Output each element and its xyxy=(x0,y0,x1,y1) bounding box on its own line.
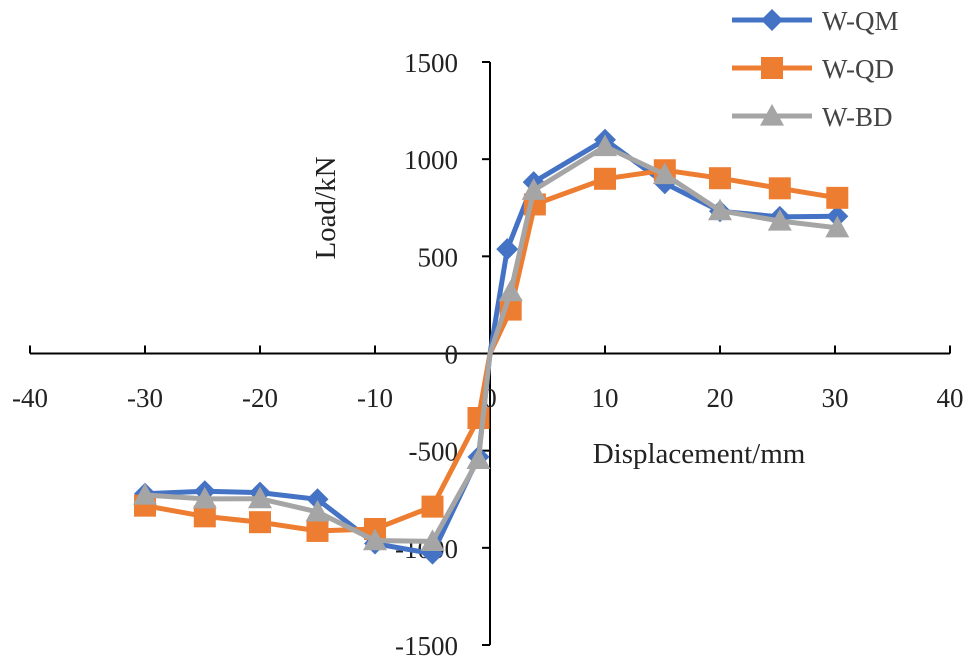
legend-marker xyxy=(761,57,783,79)
x-tick-label: -30 xyxy=(127,383,163,413)
x-axis-title: Displacement/mm xyxy=(593,438,806,470)
data-point xyxy=(466,447,491,470)
data-point xyxy=(248,486,272,509)
data-point xyxy=(826,186,849,209)
data-point xyxy=(594,167,616,190)
x-tick-label: 40 xyxy=(937,383,964,413)
series-layer xyxy=(133,128,850,565)
legend: W-QM W-QD W-BD xyxy=(732,6,899,132)
y-tick-label: 1000 xyxy=(404,145,458,175)
data-point xyxy=(521,178,546,200)
legend-marker xyxy=(761,9,783,31)
data-point xyxy=(708,198,732,221)
y-tick-label: -500 xyxy=(409,437,459,467)
data-point xyxy=(825,215,850,238)
data-point xyxy=(768,177,791,200)
data-point xyxy=(306,488,329,511)
x-ticks: -40 -30 -20 -10 0 10 20 30 40 xyxy=(12,345,964,413)
legend-item: W-BD xyxy=(732,102,893,132)
y-tick-label: -1500 xyxy=(395,631,458,661)
y-axis-title: Load/kN xyxy=(310,156,342,259)
y-tick-label: 500 xyxy=(418,242,459,272)
data-point xyxy=(498,279,523,302)
data-point xyxy=(133,482,157,505)
x-tick-label: 30 xyxy=(822,383,849,413)
data-point xyxy=(305,499,330,522)
series-line xyxy=(144,144,838,544)
data-point xyxy=(193,505,216,528)
data-point xyxy=(249,511,271,534)
legend-label: W-QD xyxy=(822,54,894,84)
y-tick-label: 1500 xyxy=(404,48,458,78)
data-point xyxy=(420,529,445,552)
data-point xyxy=(306,519,329,542)
data-point xyxy=(709,167,731,190)
data-point xyxy=(767,208,792,231)
series-w-bd xyxy=(133,134,850,552)
data-point xyxy=(652,162,677,185)
legend-marker xyxy=(760,104,784,126)
x-tick-label: -40 xyxy=(12,383,48,413)
x-tick-label: 10 xyxy=(592,383,619,413)
legend-label: W-BD xyxy=(822,102,893,132)
data-point xyxy=(593,134,617,157)
data-point xyxy=(496,238,519,261)
x-tick-label: -20 xyxy=(242,383,278,413)
x-tick-label: 20 xyxy=(707,383,734,413)
legend-item: W-QM xyxy=(732,6,899,36)
data-point xyxy=(192,486,217,509)
x-tick-label: -10 xyxy=(357,383,393,413)
legend-item: W-QD xyxy=(732,54,894,84)
legend-label: W-QM xyxy=(822,6,899,36)
y-tick-label: 0 xyxy=(445,340,459,370)
data-point xyxy=(363,528,387,551)
data-point xyxy=(421,495,444,518)
